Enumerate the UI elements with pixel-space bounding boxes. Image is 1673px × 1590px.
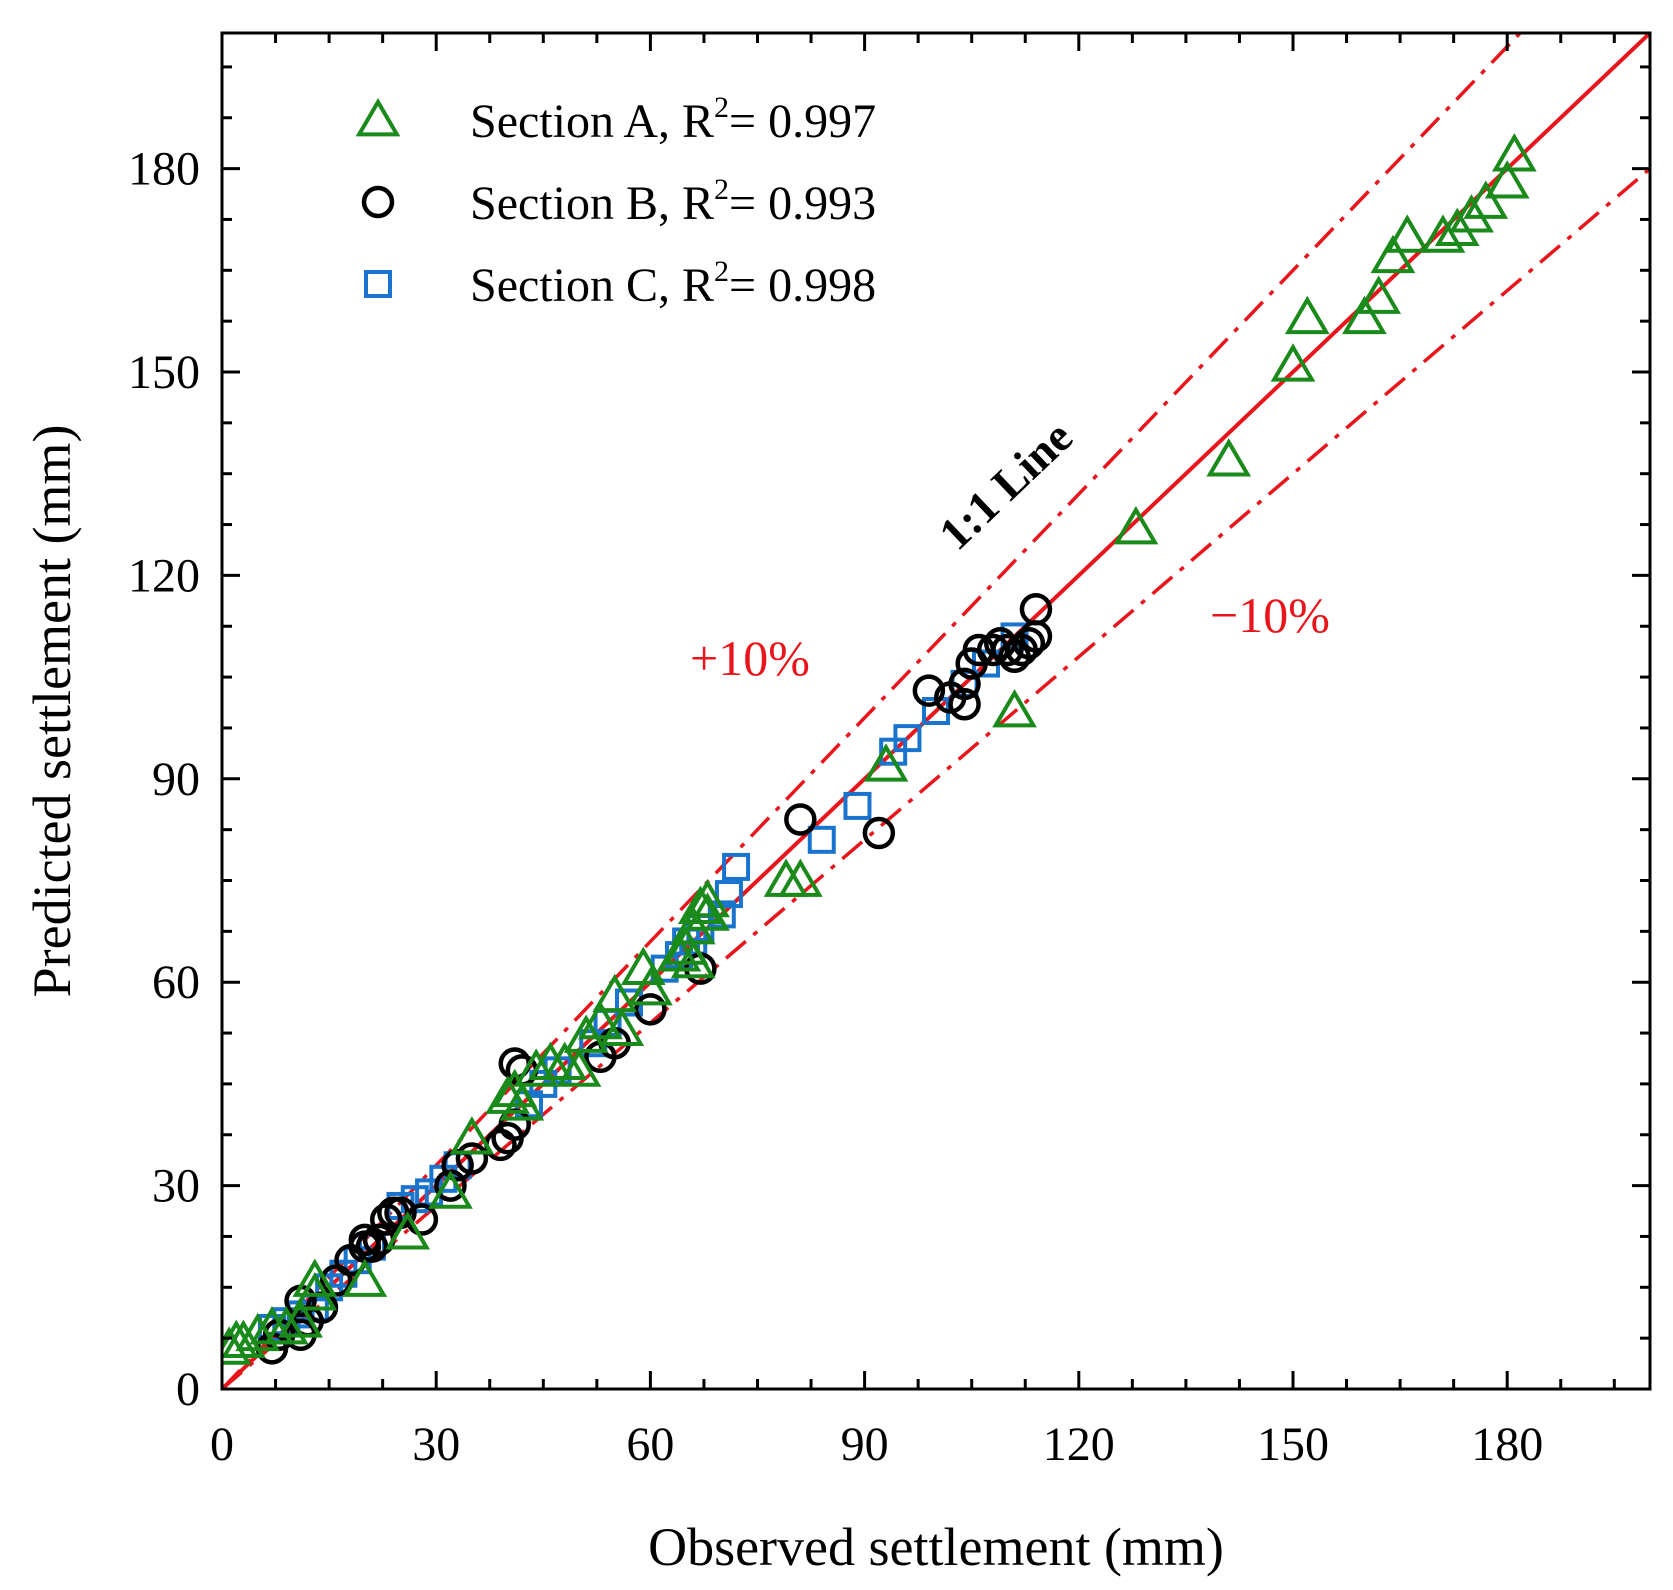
data-point-triangle xyxy=(685,878,730,918)
data-point-circle xyxy=(784,803,817,836)
x-tick-label: 150 xyxy=(1257,1418,1329,1471)
legend-marker-triangle xyxy=(355,98,401,137)
y-tick-label: 180 xyxy=(128,143,200,196)
data-point-triangle xyxy=(1434,207,1480,247)
x-tick-label: 60 xyxy=(626,1418,674,1471)
data-point-circle xyxy=(1019,593,1053,626)
data-point-triangle xyxy=(1420,214,1466,253)
data-point-circle xyxy=(991,633,1024,667)
data-point-triangle xyxy=(1284,295,1330,335)
data-point-circle xyxy=(862,816,896,850)
data-point-triangle xyxy=(499,1082,545,1121)
x-axis-title: Observed settlement (mm) xyxy=(648,1517,1224,1577)
y-tick-label: 90 xyxy=(152,753,200,806)
data-point-circle xyxy=(912,674,946,707)
data-point-triangle xyxy=(428,1170,473,1209)
y-tick-label: 30 xyxy=(152,1160,200,1213)
data-point-triangle xyxy=(292,1272,338,1311)
data-point-triangle xyxy=(235,1312,281,1352)
legend: Section A, R2= 0.997 Section B, R2= 0.993… xyxy=(355,91,876,312)
data-point-triangle xyxy=(1270,343,1316,382)
y-tick-label: 0 xyxy=(176,1363,200,1416)
data-point-triangle xyxy=(1484,160,1530,199)
y-axis-title: Predicted settlement (mm) xyxy=(22,425,82,998)
axis-ticks: 0 30 60 90 120 150 180 0 30 60 90 120 150 180 xyxy=(128,33,1650,1471)
data-point-triangle xyxy=(513,1048,559,1087)
data-point-circle xyxy=(1012,626,1046,660)
data-point-triangle xyxy=(677,885,723,925)
data-point-circle xyxy=(948,687,981,721)
data-point-triangle xyxy=(385,1211,431,1250)
data-point-triangle xyxy=(992,689,1037,728)
plot-frame xyxy=(220,31,1652,1391)
data-point-triangle xyxy=(563,1014,609,1053)
data-point-square xyxy=(714,880,743,909)
data-point-triangle xyxy=(292,1258,338,1297)
data-point-triangle xyxy=(685,892,730,931)
data-point-triangle xyxy=(263,1306,309,1345)
data-point-triangle xyxy=(1342,295,1387,335)
data-point-triangle xyxy=(1491,133,1537,172)
data-point-square xyxy=(843,791,872,820)
legend-marker-circle xyxy=(361,185,395,219)
data-point-triangle xyxy=(628,967,673,1006)
data-point-triangle xyxy=(1113,505,1159,545)
series-triangle xyxy=(222,133,1537,1365)
x-tick-label: 180 xyxy=(1471,1418,1543,1471)
data-point-triangle xyxy=(1463,180,1509,219)
y-tick-label: 60 xyxy=(152,956,200,1009)
x-tick-label: 90 xyxy=(841,1418,889,1471)
y-tick-label: 120 xyxy=(128,549,200,602)
data-point-triangle xyxy=(592,973,638,1013)
x-tick-label: 120 xyxy=(1043,1418,1115,1471)
data-point-triangle xyxy=(1206,438,1252,477)
data-point-triangle xyxy=(556,1048,602,1087)
legend-label: Section B, R2= 0.993 xyxy=(470,173,876,230)
data-point-triangle xyxy=(670,905,716,945)
y-tick-label: 150 xyxy=(128,346,200,399)
data-point-triangle xyxy=(599,1007,645,1047)
data-point-triangle xyxy=(670,939,716,979)
data-point-square xyxy=(893,724,922,753)
data-point-triangle xyxy=(1384,214,1430,253)
x-tick-label: 30 xyxy=(412,1418,460,1471)
one-to-one-line-label: 1:1 Line xyxy=(929,411,1082,560)
legend-marker-square xyxy=(364,270,392,298)
plus-10-percent-label: +10% xyxy=(690,630,810,686)
data-point-square xyxy=(807,825,836,854)
legend-label: Section C, R2= 0.998 xyxy=(470,255,876,312)
data-point-triangle xyxy=(449,1116,495,1155)
data-point-square xyxy=(722,852,751,881)
legend-label: Section A, R2= 0.997 xyxy=(470,91,876,148)
data-point-triangle xyxy=(278,1299,323,1338)
data-point-circle xyxy=(455,1142,489,1175)
data-point-circle xyxy=(948,667,981,701)
data-point-triangle xyxy=(342,1258,388,1297)
data-point-triangle xyxy=(1449,194,1494,233)
data-point-triangle xyxy=(1356,275,1402,314)
reference-line-minus10 xyxy=(222,167,1650,1389)
data-point-triangle xyxy=(863,743,909,782)
x-tick-label: 0 xyxy=(210,1418,234,1471)
minus-10-percent-label: −10% xyxy=(1210,587,1330,643)
data-point-triangle xyxy=(777,858,823,897)
data-point-circle xyxy=(634,993,667,1026)
data-point-circle xyxy=(355,1230,389,1263)
data-point-triangle xyxy=(578,1000,623,1040)
data-point-triangle xyxy=(1370,234,1416,274)
data-series xyxy=(222,133,1537,1365)
